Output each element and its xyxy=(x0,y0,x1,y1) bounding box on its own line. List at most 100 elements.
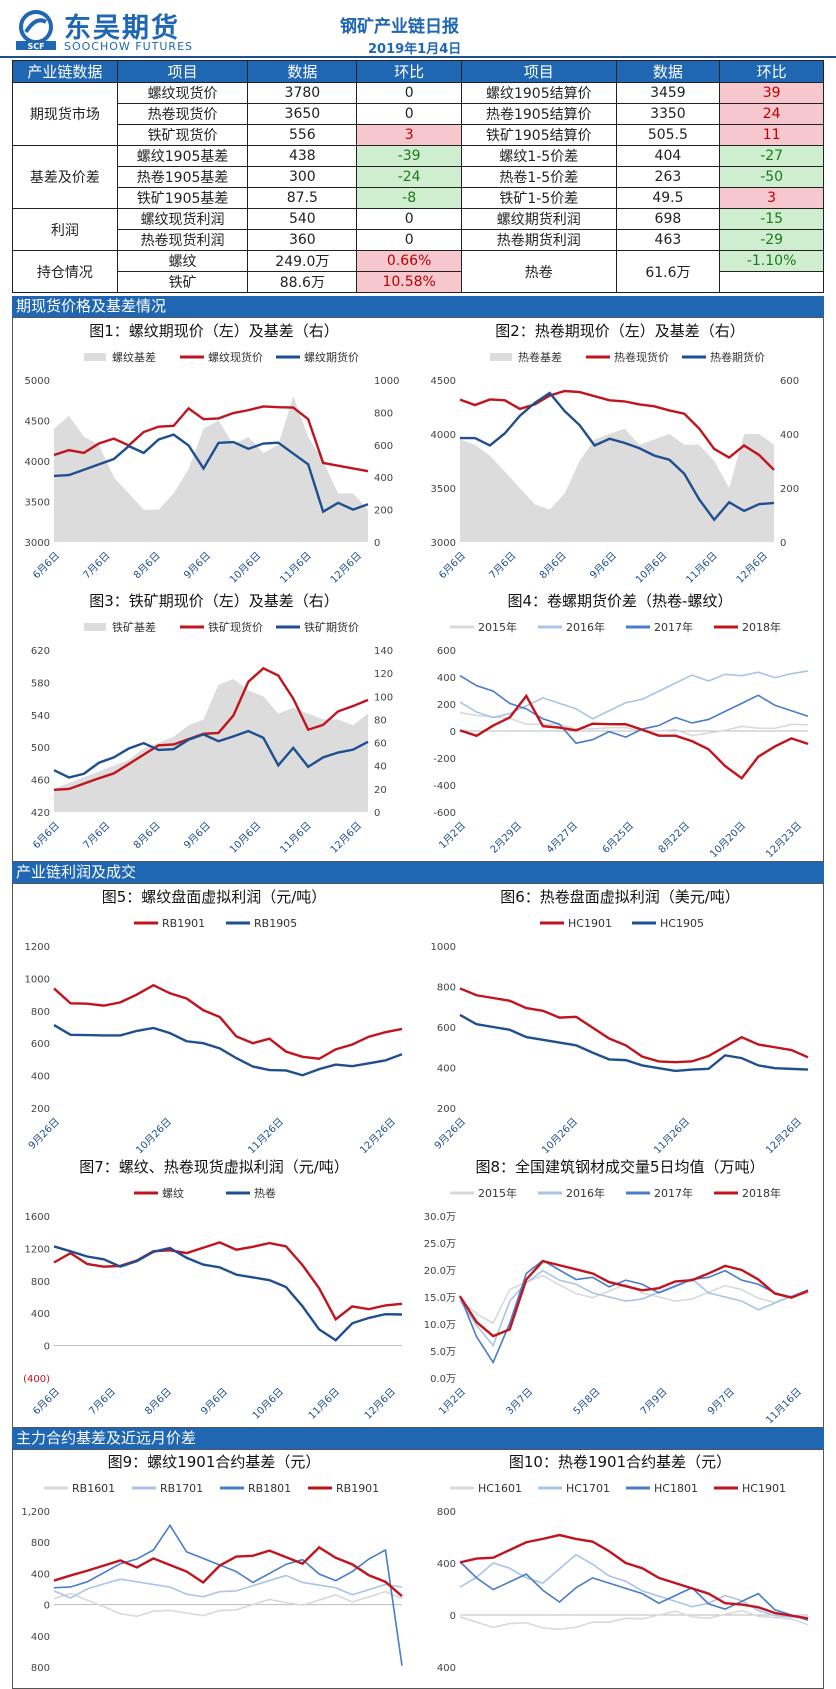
series-line-HC1701 xyxy=(459,1553,809,1620)
x-tick-label: 7月6日 xyxy=(487,550,519,582)
x-tick-label: 2月29日 xyxy=(488,820,524,856)
series-line-RB1801 xyxy=(53,1523,403,1666)
item-left: 铁矿现货价 xyxy=(116,124,249,146)
x-tick-label: 10月6日 xyxy=(227,550,263,586)
x-tick-label: 12月23日 xyxy=(763,820,804,858)
x-tick-label: 10月26日 xyxy=(133,1116,174,1154)
chart-legend: RB1901 RB1905 xyxy=(134,917,297,930)
chart-legend: 螺纹 热卷 xyxy=(134,1186,276,1200)
x-tick-label: 11月6日 xyxy=(278,820,314,856)
group-name: 利润 xyxy=(12,208,118,251)
change-right: -50 xyxy=(719,166,824,188)
chart-legend: 螺纹基差 螺纹现货价 螺纹期货价 xyxy=(84,350,359,364)
x-tick-label: 11月6日 xyxy=(684,550,720,586)
table-row: 持仓情况 螺纹 249.0万 0.66% 热卷 61.6万 -1.10% xyxy=(12,250,824,293)
legend-label: 2016年 xyxy=(566,1186,605,1200)
y-tick-label: 0 xyxy=(44,1601,50,1612)
section-band-price-basis: 期现货价格及基差情况 xyxy=(12,296,824,317)
x-tick-label: 11月26日 xyxy=(651,1116,692,1154)
y-tick-label: 20.0万 xyxy=(424,1266,456,1277)
y-tick-label: 3000 xyxy=(25,538,50,549)
report-header: SCF 东吴期货 SOOCHOW FUTURES 钢矿产业链日报 2019年1月… xyxy=(0,0,836,58)
series-line-RB1701 xyxy=(53,1574,403,1599)
value-left: 540 xyxy=(247,208,358,230)
y-tick-label: 800 xyxy=(31,1277,50,1288)
value-right: 505.5 xyxy=(615,124,721,146)
y-tick-label: 4000 xyxy=(431,430,456,441)
y-right-tick-label: 800 xyxy=(374,408,393,419)
table-body: 期现货市场 螺纹现货价 3780 0 螺纹1905结算价 3459 39 热卷现货价 3650 0… xyxy=(12,82,824,293)
series-line-2015年 xyxy=(459,711,809,737)
position-value: 88.6万 xyxy=(247,271,358,293)
x-tick-label: 6月6日 xyxy=(30,820,62,852)
chart-legend: 热卷基差 热卷现货价 热卷期货价 xyxy=(490,350,765,364)
y-tick-label: 800 xyxy=(437,1507,456,1518)
legend-label: 热卷 xyxy=(254,1186,276,1200)
x-tick-label: 12月6日 xyxy=(362,1386,398,1422)
y-tick-label: 460 xyxy=(31,776,50,787)
legend-label: 热卷基差 xyxy=(518,350,562,364)
y-tick-label: 400 xyxy=(31,1632,50,1643)
x-tick-label: 11月6日 xyxy=(306,1386,342,1422)
y-tick-label: 400 xyxy=(31,1309,50,1320)
y-tick-label: 1000 xyxy=(431,942,456,953)
legend-label: HC1801 xyxy=(654,1482,698,1495)
chart-title: 图5：螺纹盘面虚拟利润（元/吨） xyxy=(101,888,327,906)
y-right-tick-label: 60 xyxy=(374,739,387,750)
series-line-热卷现货价 xyxy=(459,389,775,471)
y-tick-label: 420 xyxy=(31,808,50,819)
legend-label: 螺纹期货价 xyxy=(304,350,359,364)
value-right: 463 xyxy=(615,229,721,251)
panel-profit-volume xyxy=(12,883,824,1428)
series-line-螺纹期货价 xyxy=(53,433,369,514)
y-tick-label: 3000 xyxy=(431,538,456,549)
series-area-铁矿基差 xyxy=(54,678,368,812)
chart-svg: HC1901 HC1905 200 400 600 800 1000 9月26日 10月26日 1… xyxy=(431,917,809,1154)
value-right: 49.5 xyxy=(615,187,721,209)
x-tick-label: 9月26日 xyxy=(26,1116,62,1152)
x-tick-label: 7月6日 xyxy=(81,550,113,582)
x-tick-label: 8月6日 xyxy=(131,550,163,582)
position-item: 螺纹 xyxy=(116,250,249,272)
company-name-en: SOOCHOW FUTURES xyxy=(64,40,194,53)
item-left: 螺纹现货价 xyxy=(116,82,249,104)
y-tick-label: 0 xyxy=(450,1611,456,1622)
x-tick-label: 12月6日 xyxy=(328,820,364,856)
header-category: 产业链数据 xyxy=(12,60,118,83)
change-left: 0 xyxy=(356,208,463,230)
y-tick-label: 200 xyxy=(437,700,456,711)
x-tick-label: 12月6日 xyxy=(328,550,364,586)
chart-svg: 热卷基差 热卷现货价 热卷期货价 3000 3500 4000 4500 0 200 400 600… xyxy=(431,350,800,586)
x-tick-label: 12月26日 xyxy=(357,1116,398,1154)
legend-label: 2015年 xyxy=(478,1186,517,1200)
x-tick-label: 8月6日 xyxy=(131,820,163,852)
legend-label: HC1701 xyxy=(566,1482,610,1495)
item-left: 热卷现货利润 xyxy=(116,229,249,251)
soochow-logo-icon: SCF xyxy=(16,10,56,50)
chart-c3: 图3：铁矿期现价（左）及基差（右） 铁矿基差 铁矿现货价 铁矿期货价 420 460 500… xyxy=(14,590,414,858)
item-left: 螺纹现货利润 xyxy=(116,208,249,230)
panel-price-basis xyxy=(12,317,824,862)
y-right-tick-label: 400 xyxy=(780,430,799,441)
y-tick-label: 10.0万 xyxy=(424,1320,456,1331)
y-right-tick-label: 0 xyxy=(780,538,786,549)
series-line-2017年 xyxy=(459,675,809,745)
y-right-tick-label: 40 xyxy=(374,762,387,773)
chart-c9: 图9：螺纹1901合约基差（元） RB1601 RB1701 RB1801 RB1901… xyxy=(14,1451,414,1687)
chart-title: 图3：铁矿期现价（左）及基差（右） xyxy=(89,592,339,610)
series-line-2016年 xyxy=(459,670,809,720)
logo-abbr: SCF xyxy=(27,42,44,50)
legend-label: 热卷现货价 xyxy=(614,350,669,364)
x-tick-label: 9月26日 xyxy=(432,1116,468,1152)
report-date: 2019年1月4日 xyxy=(368,42,462,57)
legend-label: 螺纹 xyxy=(162,1186,184,1200)
legend-label: 螺纹现货价 xyxy=(208,350,263,364)
x-tick-label: 7月6日 xyxy=(81,820,113,852)
empty-cell xyxy=(719,271,824,293)
y-tick-label: 0.0万 xyxy=(430,1374,456,1385)
value-left: 360 xyxy=(247,229,358,251)
x-tick-label: 1月2日 xyxy=(436,1386,468,1418)
legend-label: RB1905 xyxy=(254,917,297,930)
change-left: -8 xyxy=(356,187,463,209)
value-left: 438 xyxy=(247,145,358,167)
